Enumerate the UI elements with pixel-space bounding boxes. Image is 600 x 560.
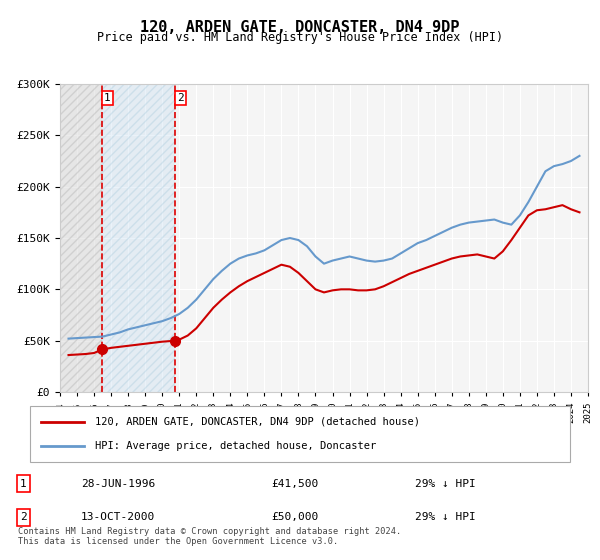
Bar xyxy=(103,84,175,392)
Text: 28-JUN-1996: 28-JUN-1996 xyxy=(81,479,155,489)
Text: 13-OCT-2000: 13-OCT-2000 xyxy=(81,512,155,522)
Text: 120, ARDEN GATE, DONCASTER, DN4 9DP: 120, ARDEN GATE, DONCASTER, DN4 9DP xyxy=(140,20,460,35)
FancyBboxPatch shape xyxy=(30,406,570,462)
Text: £50,000: £50,000 xyxy=(271,512,319,522)
Text: 2: 2 xyxy=(20,512,27,522)
Text: 120, ARDEN GATE, DONCASTER, DN4 9DP (detached house): 120, ARDEN GATE, DONCASTER, DN4 9DP (det… xyxy=(95,417,420,427)
Text: £41,500: £41,500 xyxy=(271,479,319,489)
Text: 29% ↓ HPI: 29% ↓ HPI xyxy=(415,479,476,489)
Text: 2: 2 xyxy=(177,93,184,103)
Text: 29% ↓ HPI: 29% ↓ HPI xyxy=(415,512,476,522)
Text: 1: 1 xyxy=(104,93,111,103)
Text: Price paid vs. HM Land Registry's House Price Index (HPI): Price paid vs. HM Land Registry's House … xyxy=(97,31,503,44)
Text: 1: 1 xyxy=(20,479,27,489)
Text: Contains HM Land Registry data © Crown copyright and database right 2024.
This d: Contains HM Land Registry data © Crown c… xyxy=(18,526,401,546)
Text: HPI: Average price, detached house, Doncaster: HPI: Average price, detached house, Donc… xyxy=(95,441,376,451)
Bar xyxy=(60,84,103,392)
